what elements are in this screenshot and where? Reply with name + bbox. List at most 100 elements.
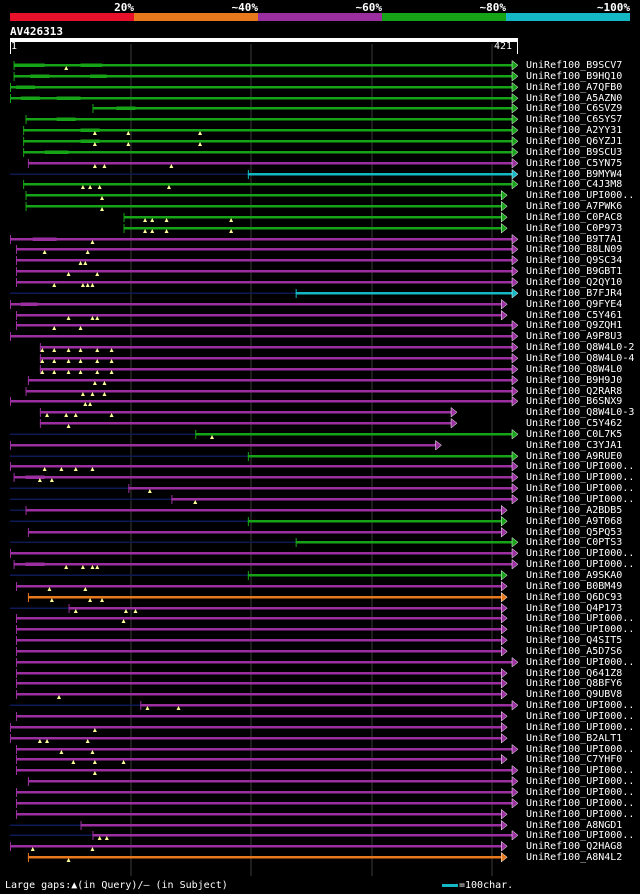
hit-label[interactable]: UniRef100_C3YJA1 — [526, 440, 623, 451]
hit-label[interactable]: UniRef100_UPI000.. — [526, 548, 635, 559]
hit-label[interactable]: UniRef100_UPI000.. — [526, 700, 635, 711]
hit-label[interactable]: UniRef100_C6SYS7 — [526, 114, 623, 125]
hit-row[interactable]: UniRef100_C0PAC8 — [0, 212, 640, 223]
hit-label[interactable]: UniRef100_Q9UBV8 — [526, 689, 623, 700]
hit-label[interactable]: UniRef100_Q4SIT5 — [526, 635, 623, 646]
hit-row[interactable]: UniRef100_B9GBT1 — [0, 266, 640, 277]
hit-row[interactable]: UniRef100_B8LN09 — [0, 244, 640, 255]
hit-row[interactable]: UniRef100_C5Y461 — [0, 310, 640, 321]
hit-label[interactable]: UniRef100_B0BM49 — [526, 581, 623, 592]
hit-label[interactable]: UniRef100_C0PAC8 — [526, 212, 623, 223]
hit-row[interactable]: UniRef100_B6SNX9 — [0, 396, 640, 407]
hit-row[interactable]: UniRef100_UPI000.. — [0, 830, 640, 841]
hit-label[interactable]: UniRef100_UPI000.. — [526, 711, 635, 722]
hit-label[interactable]: UniRef100_UPI000.. — [526, 722, 635, 733]
hit-label[interactable]: UniRef100_Q9ZQH1 — [526, 320, 623, 331]
hit-row[interactable]: UniRef100_C6SYS7 — [0, 114, 640, 125]
hit-label[interactable]: UniRef100_UPI000.. — [526, 190, 635, 201]
hit-row[interactable]: UniRef100_A7QFB0 — [0, 82, 640, 93]
hit-row[interactable]: UniRef100_A5AZN0 — [0, 93, 640, 104]
hit-row[interactable]: UniRef100_B2ALT1 — [0, 733, 640, 744]
hit-row[interactable]: UniRef100_UPI000.. — [0, 776, 640, 787]
hit-label[interactable]: UniRef100_Q4P173 — [526, 603, 623, 614]
hit-label[interactable]: UniRef100_UPI000.. — [526, 787, 635, 798]
hit-label[interactable]: UniRef100_C5YN75 — [526, 158, 623, 169]
hit-label[interactable]: UniRef100_UPI000.. — [526, 613, 635, 624]
hit-row[interactable]: UniRef100_C6SVZ9 — [0, 103, 640, 114]
hit-label[interactable]: UniRef100_Q9FYE4 — [526, 299, 623, 310]
hit-label[interactable]: UniRef100_UPI000.. — [526, 798, 635, 809]
hit-row[interactable]: UniRef100_A9P8U3 — [0, 331, 640, 342]
hit-label[interactable]: UniRef100_B7FJR4 — [526, 288, 623, 299]
hit-label[interactable]: UniRef100_UPI000.. — [526, 483, 635, 494]
hit-label[interactable]: UniRef100_C7YHF0 — [526, 754, 623, 765]
hit-row[interactable]: UniRef100_Q2QY10 — [0, 277, 640, 288]
hit-label[interactable]: UniRef100_Q8W4L0-2 — [526, 342, 635, 353]
hit-label[interactable]: UniRef100_B9T7A1 — [526, 234, 623, 245]
hit-row[interactable]: UniRef100_A8N4L2 — [0, 852, 640, 863]
hit-row[interactable]: UniRef100_B9HQ10 — [0, 71, 640, 82]
hit-label[interactable]: UniRef100_Q2QY10 — [526, 277, 623, 288]
hit-row[interactable]: UniRef100_Q6DC93 — [0, 592, 640, 603]
hit-label[interactable]: UniRef100_A9P8U3 — [526, 331, 623, 342]
hit-row[interactable]: UniRef100_C3YJA1 — [0, 440, 640, 451]
hit-row[interactable]: UniRef100_B7FJR4 — [0, 288, 640, 299]
hit-label[interactable]: UniRef100_Q2HAG8 — [526, 841, 623, 852]
hit-row[interactable]: UniRef100_UPI000.. — [0, 700, 640, 711]
hit-label[interactable]: UniRef100_A7QFB0 — [526, 82, 623, 93]
hit-label[interactable]: UniRef100_Q8W4L0-3 — [526, 407, 635, 418]
hit-row[interactable]: UniRef100_UPI000.. — [0, 765, 640, 776]
hit-row[interactable]: UniRef100_UPI000.. — [0, 744, 640, 755]
hit-label[interactable]: UniRef100_UPI000.. — [526, 744, 635, 755]
hit-label[interactable]: UniRef100_A5AZN0 — [526, 93, 623, 104]
hit-row[interactable]: UniRef100_UPI000.. — [0, 494, 640, 505]
hit-row[interactable]: UniRef100_Q9ZQH1 — [0, 320, 640, 331]
hit-label[interactable]: UniRef100_B9MYW4 — [526, 169, 623, 180]
hit-label[interactable]: UniRef100_C0P973 — [526, 223, 623, 234]
hit-row[interactable]: UniRef100_C5Y462 — [0, 418, 640, 429]
hit-label[interactable]: UniRef100_B9H9J0 — [526, 375, 623, 386]
hit-row[interactable]: UniRef100_Q2RAR8 — [0, 386, 640, 397]
hit-row[interactable]: UniRef100_Q641Z8 — [0, 668, 640, 679]
hit-row[interactable]: UniRef100_UPI000.. — [0, 787, 640, 798]
hit-label[interactable]: UniRef100_A5D7S6 — [526, 646, 623, 657]
hit-label[interactable]: UniRef100_B9SCU3 — [526, 147, 623, 158]
hit-row[interactable]: UniRef100_B9SCV7 — [0, 60, 640, 71]
hit-label[interactable]: UniRef100_UPI000.. — [526, 830, 635, 841]
hit-row[interactable]: UniRef100_UPI000.. — [0, 483, 640, 494]
hit-label[interactable]: UniRef100_UPI000.. — [526, 776, 635, 787]
hit-row[interactable]: UniRef100_UPI000.. — [0, 190, 640, 201]
hit-row[interactable]: UniRef100_A7PWK6 — [0, 201, 640, 212]
hit-row[interactable]: UniRef100_UPI000.. — [0, 722, 640, 733]
hit-label[interactable]: UniRef100_A9SKA0 — [526, 570, 623, 581]
hit-label[interactable]: UniRef100_UPI000.. — [526, 461, 635, 472]
hit-label[interactable]: UniRef100_A8NGD1 — [526, 820, 623, 831]
hit-label[interactable]: UniRef100_C5Y461 — [526, 310, 623, 321]
hit-row[interactable]: UniRef100_UPI000.. — [0, 624, 640, 635]
hit-row[interactable]: UniRef100_A5D7S6 — [0, 646, 640, 657]
hit-row[interactable]: UniRef100_C7YHF0 — [0, 754, 640, 765]
hit-label[interactable]: UniRef100_A2YY31 — [526, 125, 623, 136]
hit-row[interactable]: UniRef100_Q9FYE4 — [0, 299, 640, 310]
hit-label[interactable]: UniRef100_A9T068 — [526, 516, 623, 527]
hit-row[interactable]: UniRef100_A2YY31 — [0, 125, 640, 136]
hit-row[interactable]: UniRef100_C0PTS3 — [0, 537, 640, 548]
hit-row[interactable]: UniRef100_C0P973 — [0, 223, 640, 234]
hit-row[interactable]: UniRef100_Q8W4L0-2 — [0, 342, 640, 353]
hit-row[interactable]: UniRef100_A2BDB5 — [0, 505, 640, 516]
hit-label[interactable]: UniRef100_A8N4L2 — [526, 852, 623, 863]
hit-label[interactable]: UniRef100_C6SVZ9 — [526, 103, 623, 114]
hit-label[interactable]: UniRef100_Q8W4L0 — [526, 364, 623, 375]
hit-label[interactable]: UniRef100_Q8BFY6 — [526, 678, 623, 689]
hit-label[interactable]: UniRef100_Q6YZJ1 — [526, 136, 623, 147]
hit-row[interactable]: UniRef100_C5YN75 — [0, 158, 640, 169]
hit-row[interactable]: UniRef100_UPI000.. — [0, 657, 640, 668]
hit-label[interactable]: UniRef100_Q641Z8 — [526, 668, 623, 679]
hit-label[interactable]: UniRef100_B9HQ10 — [526, 71, 623, 82]
hit-label[interactable]: UniRef100_Q5PQ53 — [526, 527, 623, 538]
hit-row[interactable]: UniRef100_A9RUE0 — [0, 451, 640, 462]
hit-row[interactable]: UniRef100_UPI000.. — [0, 798, 640, 809]
hit-row[interactable]: UniRef100_UPI000.. — [0, 559, 640, 570]
hit-row[interactable]: UniRef100_C4J3M8 — [0, 179, 640, 190]
hit-label[interactable]: UniRef100_UPI000.. — [526, 809, 635, 820]
